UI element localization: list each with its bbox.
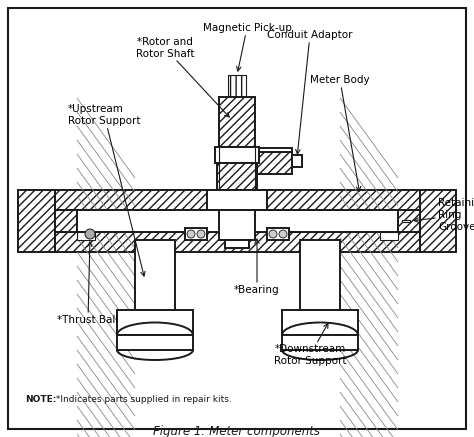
Text: Meter Body: Meter Body <box>310 75 370 191</box>
Bar <box>292 155 302 167</box>
Bar <box>380 232 398 240</box>
Bar <box>398 210 420 232</box>
Circle shape <box>269 230 277 238</box>
Bar <box>282 335 358 350</box>
Bar <box>217 163 257 190</box>
Bar <box>117 335 193 350</box>
Text: *Indicates parts supplied in repair kits.: *Indicates parts supplied in repair kits… <box>53 395 232 404</box>
Bar <box>18 190 55 252</box>
Circle shape <box>279 230 287 238</box>
Circle shape <box>85 229 95 239</box>
Text: Retaining
Ring
Groove: Retaining Ring Groove <box>414 198 474 232</box>
Bar <box>420 190 456 252</box>
Bar <box>55 232 420 252</box>
Bar <box>117 310 193 335</box>
Text: Conduit Adaptor: Conduit Adaptor <box>267 30 353 154</box>
Bar <box>282 310 358 335</box>
Bar <box>77 210 398 232</box>
Text: *Thrust Ball: *Thrust Ball <box>57 242 118 325</box>
Bar <box>300 240 340 310</box>
Bar <box>219 97 255 147</box>
Bar <box>402 220 410 222</box>
Bar <box>223 200 251 210</box>
Text: NOTE:: NOTE: <box>25 395 56 404</box>
Text: *Downstream
Rotor Support: *Downstream Rotor Support <box>274 323 346 366</box>
Bar <box>227 195 247 200</box>
Text: Magnetic Pick-up: Magnetic Pick-up <box>202 23 292 71</box>
Bar <box>267 228 289 240</box>
Text: Figure 1: Meter components: Figure 1: Meter components <box>154 425 320 437</box>
Bar <box>55 190 420 210</box>
Bar <box>55 210 420 232</box>
Bar <box>135 240 175 310</box>
Bar <box>228 75 246 97</box>
Bar <box>207 190 267 210</box>
Bar <box>77 232 95 240</box>
Text: *Upstream
Rotor Support: *Upstream Rotor Support <box>68 104 145 276</box>
Bar <box>55 210 77 232</box>
Bar <box>185 228 207 240</box>
Text: *Rotor and
Rotor Shaft: *Rotor and Rotor Shaft <box>136 37 229 117</box>
Bar <box>215 147 259 163</box>
Bar <box>225 240 249 248</box>
Bar <box>219 210 255 240</box>
Circle shape <box>197 230 205 238</box>
Bar <box>257 152 292 174</box>
Bar <box>257 148 292 152</box>
Text: *Bearing: *Bearing <box>234 239 280 295</box>
Circle shape <box>187 230 195 238</box>
